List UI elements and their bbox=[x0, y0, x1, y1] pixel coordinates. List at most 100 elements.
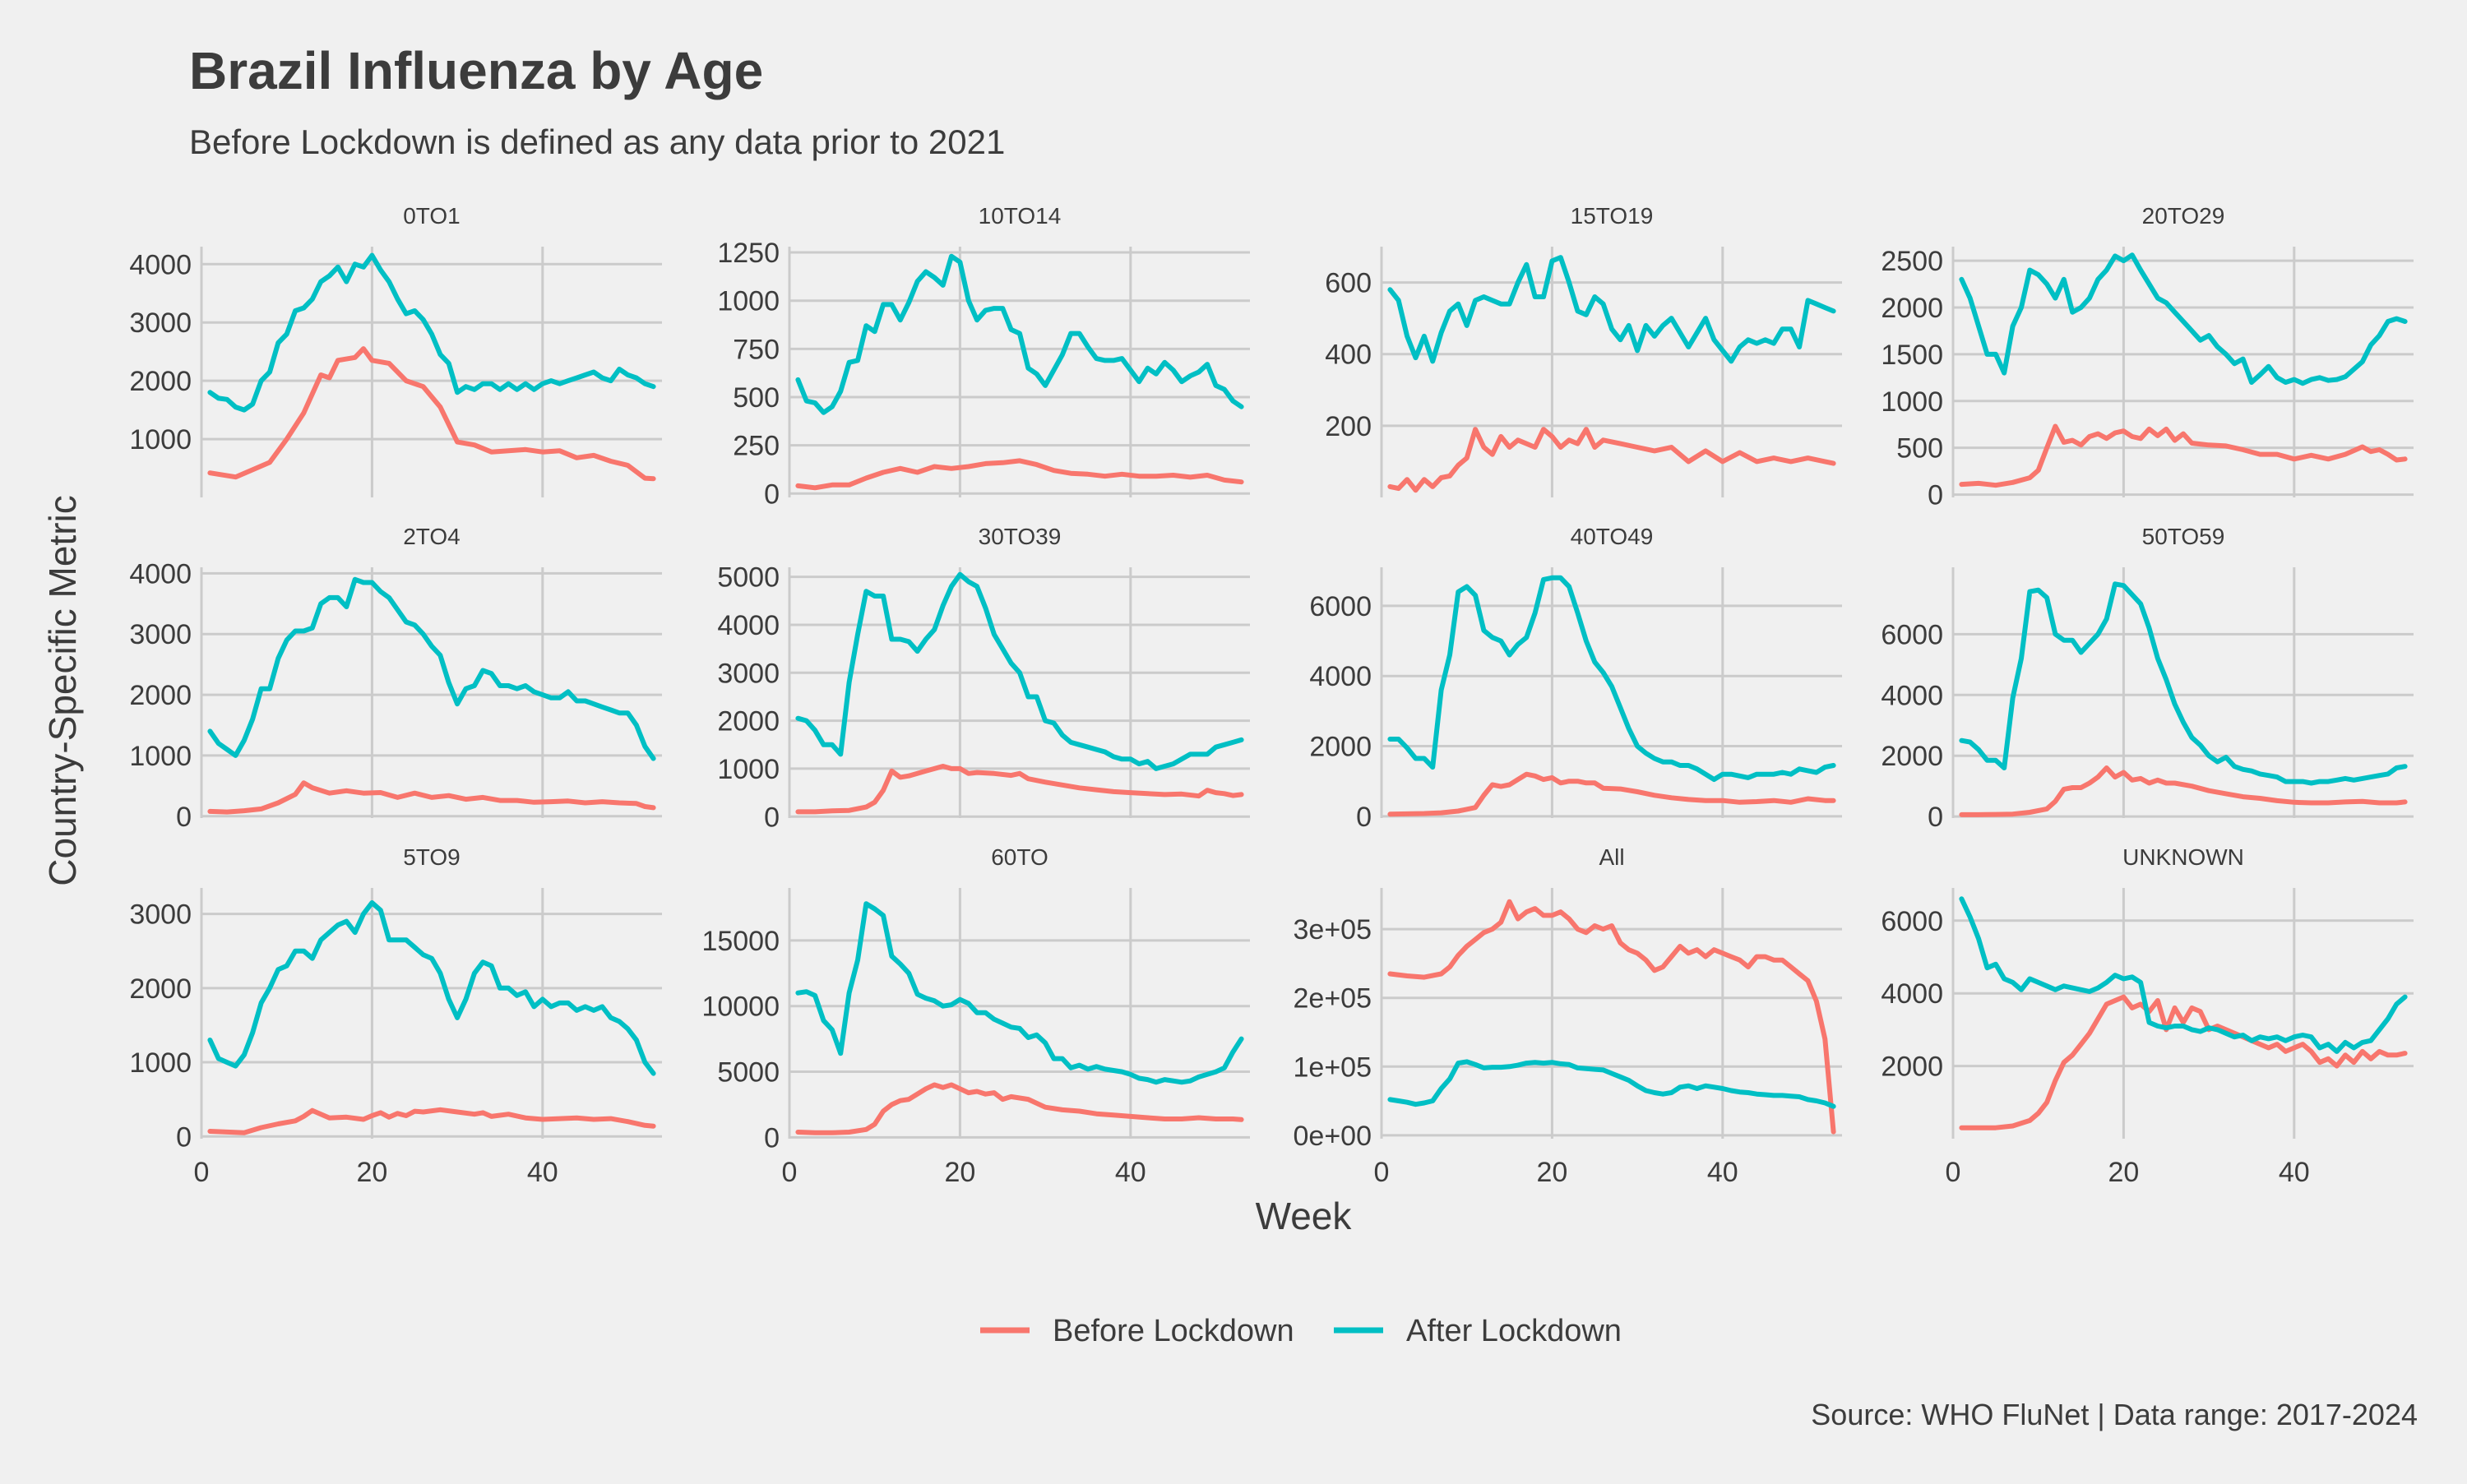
y-tick-label: 750 bbox=[733, 334, 780, 365]
panel-label-10to14: 10TO14 bbox=[979, 203, 1062, 229]
y-tick-label: 1000 bbox=[1881, 386, 1943, 418]
y-tick-label: 6000 bbox=[1881, 619, 1943, 650]
y-tick-label: 250 bbox=[733, 431, 780, 462]
y-tick-label: 0 bbox=[1928, 802, 1943, 833]
y-tick-label: 0 bbox=[764, 478, 780, 510]
panel-label-50to59: 50TO59 bbox=[2142, 524, 2225, 549]
y-tick-label: 0 bbox=[176, 1121, 192, 1153]
y-tick-label: 1500 bbox=[1881, 340, 1943, 371]
series-line-after-30to39 bbox=[795, 571, 1244, 771]
y-tick-label: 0 bbox=[1356, 802, 1372, 833]
y-tick-label: 6000 bbox=[1881, 906, 1943, 937]
y-tick-label: 0e+00 bbox=[1294, 1121, 1372, 1152]
x-tick-label: 0 bbox=[1946, 1157, 1961, 1188]
y-tick-label: 500 bbox=[733, 382, 780, 414]
series-line-before-15to19 bbox=[1387, 427, 1836, 493]
chart-caption: Source: WHO FluNet | Data range: 2017-20… bbox=[1811, 1398, 2418, 1431]
y-tick-label: 0 bbox=[764, 802, 780, 833]
y-tick-label: 0 bbox=[764, 1122, 780, 1153]
y-tick-label: 1250 bbox=[717, 238, 780, 269]
y-tick-label: 4000 bbox=[129, 558, 192, 589]
y-tick-label: 2000 bbox=[129, 366, 192, 397]
x-tick-label: 20 bbox=[1536, 1157, 1567, 1188]
series-line-before-5to9 bbox=[207, 1107, 656, 1135]
series-line-after-50to59 bbox=[1959, 581, 2408, 786]
legend-label-after: After Lockdown bbox=[1406, 1314, 1622, 1348]
y-tick-label: 5000 bbox=[717, 562, 780, 594]
series-line-after-60to bbox=[795, 901, 1244, 1085]
y-tick-label: 6000 bbox=[1309, 591, 1372, 622]
panel-label-0to1: 0TO1 bbox=[403, 203, 461, 229]
y-tick-label: 0 bbox=[1928, 480, 1943, 511]
x-tick-label: 0 bbox=[194, 1157, 210, 1188]
x-tick-label: 20 bbox=[944, 1157, 975, 1188]
y-tick-label: 3000 bbox=[717, 658, 780, 689]
y-tick-label: 15000 bbox=[701, 926, 780, 957]
series-line-before-10to14 bbox=[795, 458, 1244, 491]
y-tick-label: 400 bbox=[1325, 340, 1372, 371]
series-line-before-2to4 bbox=[207, 780, 656, 815]
y-tick-label: 1000 bbox=[129, 1047, 192, 1079]
y-tick-label: 1000 bbox=[129, 741, 192, 772]
panel-label-unknown: UNKNOWN bbox=[2122, 844, 2244, 870]
series-line-before-30to39 bbox=[795, 764, 1244, 815]
y-tick-label: 2000 bbox=[129, 973, 192, 1005]
panel-label-40to49: 40TO49 bbox=[1571, 524, 1654, 549]
panel-label-15to19: 15TO19 bbox=[1571, 203, 1654, 229]
y-tick-label: 4000 bbox=[717, 610, 780, 641]
y-axis-title: Country-Specific Metric bbox=[41, 495, 84, 885]
y-tick-label: 3000 bbox=[129, 619, 192, 650]
y-tick-label: 4000 bbox=[1881, 680, 1943, 711]
series-line-after-unknown bbox=[1959, 896, 2408, 1054]
y-tick-label: 2000 bbox=[717, 706, 780, 737]
y-tick-label: 2000 bbox=[1309, 732, 1372, 763]
y-tick-label: 4000 bbox=[1881, 978, 1943, 1010]
chart-subtitle: Before Lockdown is defined as any data p… bbox=[189, 123, 1005, 161]
series-line-before-60to bbox=[795, 1082, 1244, 1135]
y-tick-label: 2000 bbox=[1881, 741, 1943, 772]
series-line-after-all bbox=[1387, 1059, 1836, 1109]
y-tick-label: 600 bbox=[1325, 268, 1372, 299]
y-tick-label: 5000 bbox=[717, 1057, 780, 1089]
y-tick-label: 2500 bbox=[1881, 246, 1943, 277]
y-tick-label: 4000 bbox=[1309, 661, 1372, 692]
x-tick-label: 40 bbox=[2279, 1157, 2310, 1188]
panel-label-2to4: 2TO4 bbox=[403, 524, 461, 549]
y-tick-label: 3000 bbox=[129, 899, 192, 931]
series-line-before-50to59 bbox=[1959, 765, 2408, 817]
series-line-after-20to29 bbox=[1959, 252, 2408, 386]
y-tick-label: 10000 bbox=[701, 992, 780, 1023]
panel-label-all: All bbox=[1599, 844, 1624, 870]
y-tick-label: 1e+05 bbox=[1294, 1052, 1372, 1083]
series-line-before-all bbox=[1387, 899, 1836, 1135]
x-tick-label: 40 bbox=[527, 1157, 558, 1188]
y-tick-label: 1000 bbox=[129, 424, 192, 455]
x-tick-label: 20 bbox=[356, 1157, 387, 1188]
x-tick-label: 0 bbox=[782, 1157, 798, 1188]
series-line-after-2to4 bbox=[207, 576, 656, 761]
panel-label-20to29: 20TO29 bbox=[2142, 203, 2225, 229]
y-tick-label: 200 bbox=[1325, 411, 1372, 442]
y-tick-label: 3e+05 bbox=[1294, 914, 1372, 945]
legend-label-before: Before Lockdown bbox=[1053, 1314, 1294, 1348]
series-line-after-10to14 bbox=[795, 253, 1244, 415]
series-line-before-0to1 bbox=[207, 346, 656, 482]
series-line-before-20to29 bbox=[1959, 423, 2408, 488]
panel-label-5to9: 5TO9 bbox=[403, 844, 461, 870]
y-tick-label: 1000 bbox=[717, 754, 780, 785]
y-tick-label: 4000 bbox=[129, 249, 192, 280]
y-tick-label: 2000 bbox=[129, 680, 192, 711]
series-line-after-5to9 bbox=[207, 900, 656, 1076]
y-tick-label: 500 bbox=[1896, 433, 1943, 465]
x-tick-label: 40 bbox=[1115, 1157, 1146, 1188]
y-tick-label: 2e+05 bbox=[1294, 983, 1372, 1015]
y-tick-label: 3000 bbox=[129, 307, 192, 339]
y-tick-label: 0 bbox=[176, 802, 192, 833]
x-tick-label: 0 bbox=[1374, 1157, 1390, 1188]
panel-label-60to: 60TO bbox=[991, 844, 1048, 870]
y-tick-label: 1000 bbox=[717, 286, 780, 317]
series-line-after-40to49 bbox=[1387, 575, 1836, 783]
x-tick-label: 20 bbox=[2108, 1157, 2139, 1188]
